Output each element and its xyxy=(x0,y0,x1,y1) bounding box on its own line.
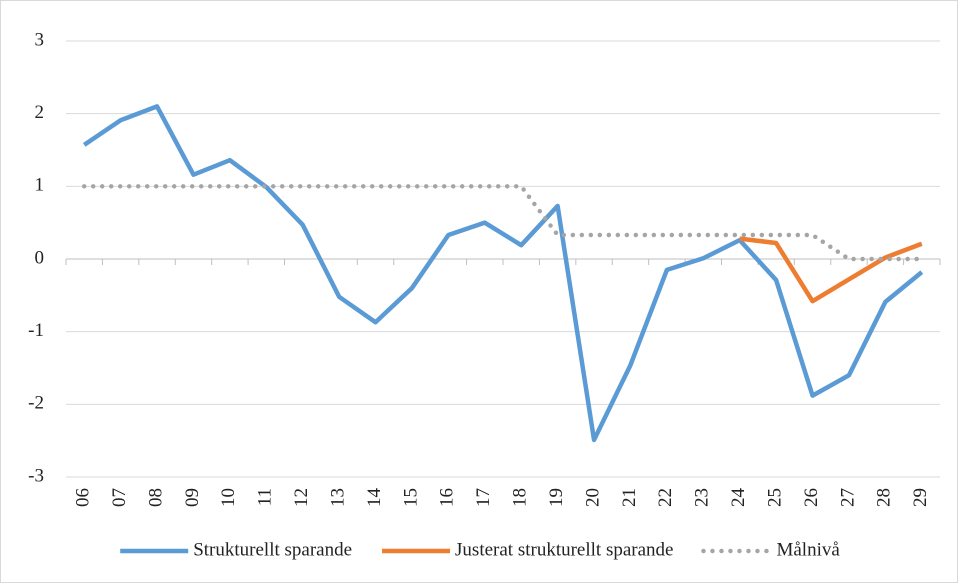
x-tick-label: 15 xyxy=(400,488,421,507)
x-tick-label: 07 xyxy=(109,488,130,507)
x-tick-label: 11 xyxy=(255,488,276,506)
y-tick-label: -1 xyxy=(28,320,44,341)
x-tick-label: 12 xyxy=(291,488,312,507)
x-tick-label: 14 xyxy=(364,488,385,508)
series-line xyxy=(739,236,923,304)
x-tick-label: 26 xyxy=(801,488,822,507)
y-tick-label: -2 xyxy=(28,393,44,414)
legend-label: Strukturellt sparande xyxy=(193,539,352,560)
x-tick-label: 24 xyxy=(728,488,749,508)
x-tick-label: 20 xyxy=(582,488,603,507)
x-tick-label: 16 xyxy=(437,488,458,507)
legend-label: Justerat strukturellt sparande xyxy=(455,539,673,560)
x-tick-label: 29 xyxy=(910,488,931,507)
y-tick-label: 3 xyxy=(35,29,45,50)
y-tick-label: 0 xyxy=(35,247,45,268)
x-tick-label: 28 xyxy=(874,488,895,507)
x-tick-label: 27 xyxy=(837,488,858,507)
x-tick-label: 08 xyxy=(145,488,166,507)
x-tick-label: 22 xyxy=(655,488,676,507)
legend-label: Målnivå xyxy=(776,539,840,560)
y-tick-label: 2 xyxy=(35,102,45,123)
x-tick-label: 06 xyxy=(73,488,94,507)
y-tick-label: 1 xyxy=(35,175,45,196)
x-tick-label: 19 xyxy=(546,488,567,507)
x-tick-label: 23 xyxy=(692,488,713,507)
x-tick-label: 21 xyxy=(619,488,640,507)
x-tick-label: 13 xyxy=(327,488,348,507)
x-tick-label: 18 xyxy=(510,488,531,507)
x-tick-label: 25 xyxy=(764,488,785,507)
series-line xyxy=(82,104,924,443)
x-tick-label: 17 xyxy=(473,488,494,507)
y-tick-label: -3 xyxy=(28,465,44,486)
x-tick-label: 10 xyxy=(218,488,239,507)
x-tick-label: 09 xyxy=(182,488,203,507)
